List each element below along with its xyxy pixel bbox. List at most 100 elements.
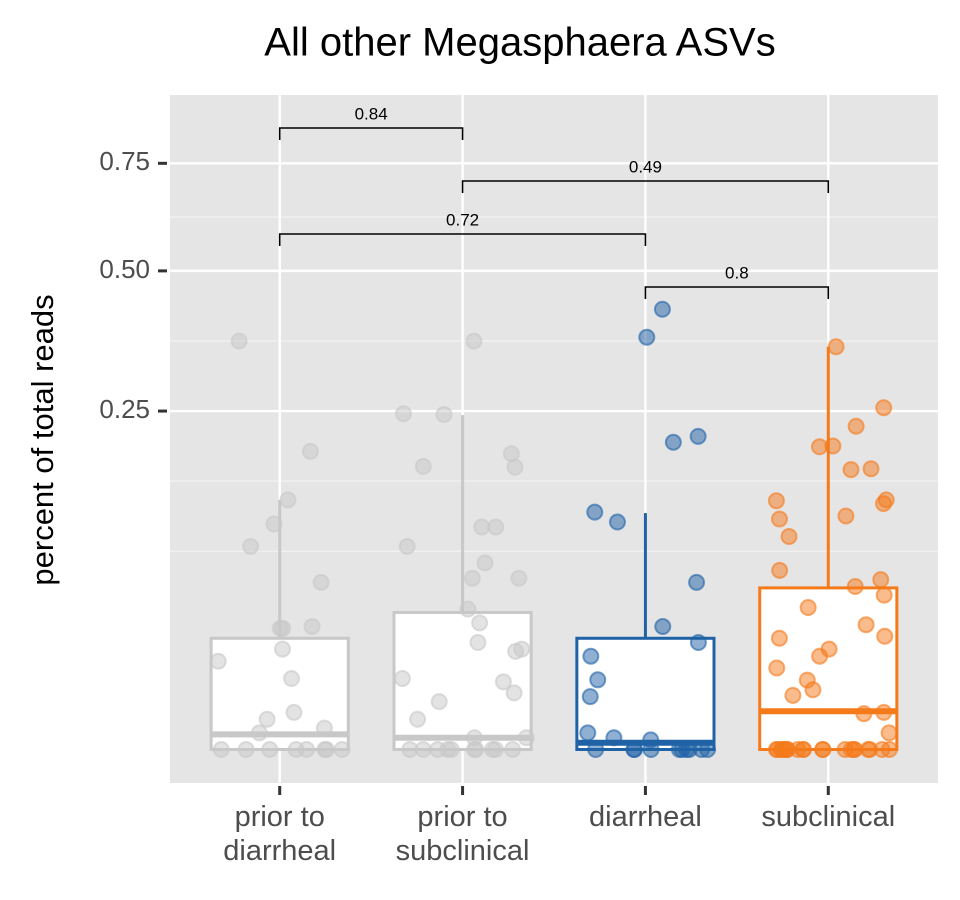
- data-point: [316, 741, 334, 758]
- data-point: [473, 518, 491, 536]
- data-point: [774, 741, 792, 758]
- data-point: [880, 724, 898, 742]
- data-point: [463, 569, 481, 587]
- data-point: [638, 328, 656, 346]
- data-point: [504, 741, 522, 758]
- data-point: [414, 457, 432, 475]
- data-point: [303, 618, 321, 636]
- data-point: [589, 671, 607, 689]
- data-point: [469, 633, 487, 651]
- p-value-label: 0.84: [355, 104, 388, 123]
- data-point: [465, 741, 483, 758]
- data-point: [771, 561, 789, 579]
- data-point: [799, 599, 817, 617]
- y-axis-label: percent of total reads: [25, 294, 60, 585]
- data-point: [230, 332, 248, 350]
- data-point: [581, 688, 599, 706]
- data-point: [459, 600, 477, 618]
- data-point: [810, 438, 828, 456]
- data-point: [768, 659, 786, 677]
- data-point: [242, 537, 260, 555]
- data-point: [312, 573, 330, 591]
- data-point: [261, 741, 279, 758]
- data-point: [494, 673, 512, 691]
- data-point: [394, 405, 412, 423]
- significance-bracket: [461, 180, 830, 193]
- data-point: [209, 652, 227, 670]
- data-point: [507, 642, 525, 660]
- data-point: [811, 647, 829, 665]
- chart-title: All other Megasphaera ASVs: [264, 21, 775, 65]
- data-point: [770, 510, 788, 528]
- x-tick-label: prior to subclinical: [395, 801, 530, 867]
- data-point: [283, 670, 301, 688]
- data-point: [486, 741, 504, 758]
- x-tick-label: subclinical: [761, 801, 896, 833]
- data-point: [465, 332, 483, 350]
- data-point: [780, 528, 798, 546]
- data-point: [874, 495, 892, 513]
- data-point: [804, 681, 822, 699]
- data-point: [393, 670, 411, 688]
- data-point: [842, 461, 860, 479]
- box: [575, 636, 716, 752]
- data-point: [435, 405, 453, 423]
- data-point: [401, 741, 419, 758]
- data-point: [258, 710, 276, 728]
- y-tick-label: 0.75: [99, 146, 150, 176]
- data-point: [880, 741, 898, 758]
- p-value-label: 0.8: [725, 263, 749, 282]
- data-point: [506, 458, 524, 476]
- x-tick-label: prior to diarrheal: [223, 801, 337, 867]
- data-point: [212, 741, 230, 758]
- data-point: [487, 518, 505, 536]
- data-point: [862, 460, 880, 478]
- data-point: [476, 554, 494, 572]
- data-point: [857, 616, 875, 634]
- data-point: [689, 633, 707, 651]
- data-point: [582, 647, 600, 665]
- data-point: [814, 741, 832, 758]
- data-point: [333, 741, 351, 758]
- data-point: [846, 577, 864, 595]
- data-point: [876, 627, 894, 645]
- data-point: [794, 741, 812, 758]
- data-point: [430, 693, 448, 711]
- y-tick-label: 0.25: [99, 394, 150, 424]
- data-point: [767, 492, 785, 510]
- data-point: [654, 618, 672, 636]
- data-point: [872, 571, 890, 589]
- data-point: [265, 515, 283, 533]
- data-point: [505, 684, 523, 702]
- data-point: [845, 741, 863, 758]
- data-point: [510, 569, 528, 587]
- p-value-label: 0.72: [446, 210, 479, 229]
- data-point: [688, 573, 706, 591]
- data-point: [279, 491, 297, 509]
- data-point: [837, 507, 855, 525]
- data-point: [579, 724, 597, 742]
- significance-bracket: [644, 286, 830, 299]
- data-point: [471, 614, 489, 632]
- data-point: [398, 537, 416, 555]
- data-point: [301, 442, 319, 460]
- y-tick-label: 0.50: [99, 254, 150, 284]
- significance-bracket: [278, 127, 464, 140]
- data-point: [664, 433, 682, 451]
- significance-bracket: [278, 233, 647, 246]
- data-point: [875, 586, 893, 604]
- data-point: [274, 619, 292, 637]
- data-point: [689, 427, 707, 445]
- data-point: [608, 513, 626, 531]
- data-point: [586, 503, 604, 521]
- data-point: [784, 686, 802, 704]
- x-tick-label: diarrheal: [589, 801, 702, 833]
- data-point: [274, 640, 292, 658]
- data-point: [409, 710, 427, 728]
- data-point: [237, 741, 255, 758]
- data-point: [442, 741, 460, 758]
- p-value-label: 0.49: [629, 157, 662, 176]
- data-point: [847, 417, 865, 435]
